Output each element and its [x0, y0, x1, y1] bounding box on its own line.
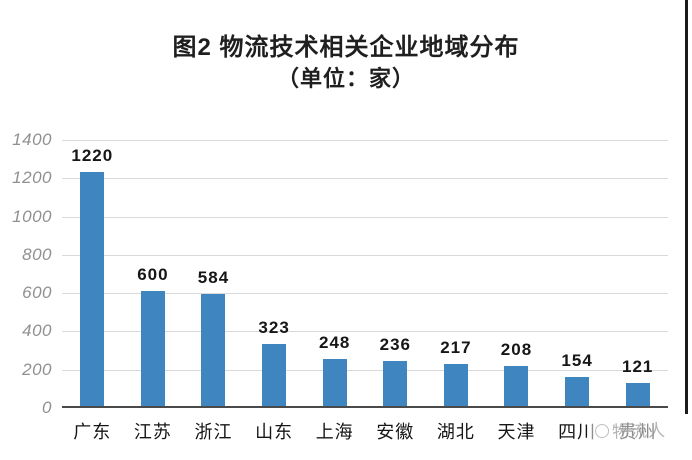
bar [383, 360, 408, 406]
y-axis-tick-label: 400 [22, 321, 52, 341]
bar-column: 584 [183, 140, 244, 408]
x-axis-category-label: 浙江 [194, 422, 233, 442]
gridline [62, 140, 668, 141]
bar-column: 217 [426, 140, 487, 408]
bar-value-label: 154 [561, 350, 593, 370]
bar-value-label: 1220 [71, 146, 114, 166]
bar-value-label: 208 [500, 340, 533, 360]
y-axis-tick-label: 1000 [12, 206, 52, 226]
x-axis-category-label: 广东 [73, 422, 112, 442]
bar [322, 358, 347, 406]
x-axis-category-label: 山东 [255, 422, 294, 442]
x-axis-baseline [62, 406, 668, 408]
bar-column: 600 [123, 140, 184, 408]
x-axis-category-label: 湖北 [436, 422, 475, 442]
bar [443, 364, 468, 406]
bar-column: 154 [547, 140, 608, 408]
watermark: 物流人 [590, 412, 671, 447]
bar-value-label: 236 [379, 334, 411, 354]
y-axis-tick-label: 600 [22, 283, 52, 303]
gridline [62, 254, 668, 256]
x-axis-category-label: 上海 [315, 422, 354, 442]
bar-value-label: 121 [622, 356, 654, 376]
bar [201, 294, 226, 406]
bar-column: 1220 [62, 140, 123, 408]
bar-column: 121 [607, 140, 668, 408]
y-axis-tick-label: 1200 [12, 168, 52, 188]
x-axis-category-label: 天津 [497, 422, 536, 442]
bar-value-label: 217 [440, 338, 472, 358]
x-axis-category-label: 江苏 [133, 422, 172, 442]
y-axis-tick-label: 0 [42, 398, 52, 417]
chart-title: 图2 物流技术相关企业地域分布 [172, 34, 520, 61]
x-axis-category-labels: 广东江苏浙江山东上海安徽湖北天津四川贵州 [62, 418, 668, 444]
y-axis-tick-labels: 0 200 400 600 800 1000 1200 1400 [0, 130, 56, 417]
x-axis-category-label: 安徽 [376, 422, 415, 442]
chart-subtitle: （单位：家） [276, 66, 415, 91]
gridline [62, 331, 668, 333]
plot-area: 1220 600 584 323 248 236 217 208 154 121 [62, 140, 668, 408]
x-axis-category-label: 四川 [558, 422, 597, 442]
y-axis-tick-label: 1400 [12, 130, 52, 149]
bar-column: 208 [486, 140, 547, 408]
bar [565, 376, 590, 406]
watermark-label: 物流人 [611, 420, 667, 442]
bar [504, 366, 529, 406]
bar [625, 382, 650, 406]
gridline [62, 369, 668, 371]
bar [262, 344, 287, 406]
bar-column: 323 [244, 140, 305, 408]
bar-value-label: 323 [258, 318, 290, 338]
bar-value-label: 584 [197, 268, 230, 288]
bar-value-label: 248 [319, 332, 351, 352]
bar [140, 291, 165, 406]
gridline [62, 293, 668, 295]
y-axis-tick-label: 200 [22, 359, 52, 379]
bar [80, 172, 105, 406]
gridline [62, 178, 668, 180]
bar-value-label: 600 [137, 265, 169, 285]
chart-title-block: 图2 物流技术相关企业地域分布 （单位：家） [0, 32, 692, 94]
image-right-border [685, 0, 688, 414]
bar-column: 248 [304, 140, 365, 408]
y-axis-tick-label: 800 [22, 244, 52, 264]
watermark-circle-logo-icon [594, 423, 610, 438]
gridline [62, 216, 668, 218]
bar-column: 236 [365, 140, 426, 408]
